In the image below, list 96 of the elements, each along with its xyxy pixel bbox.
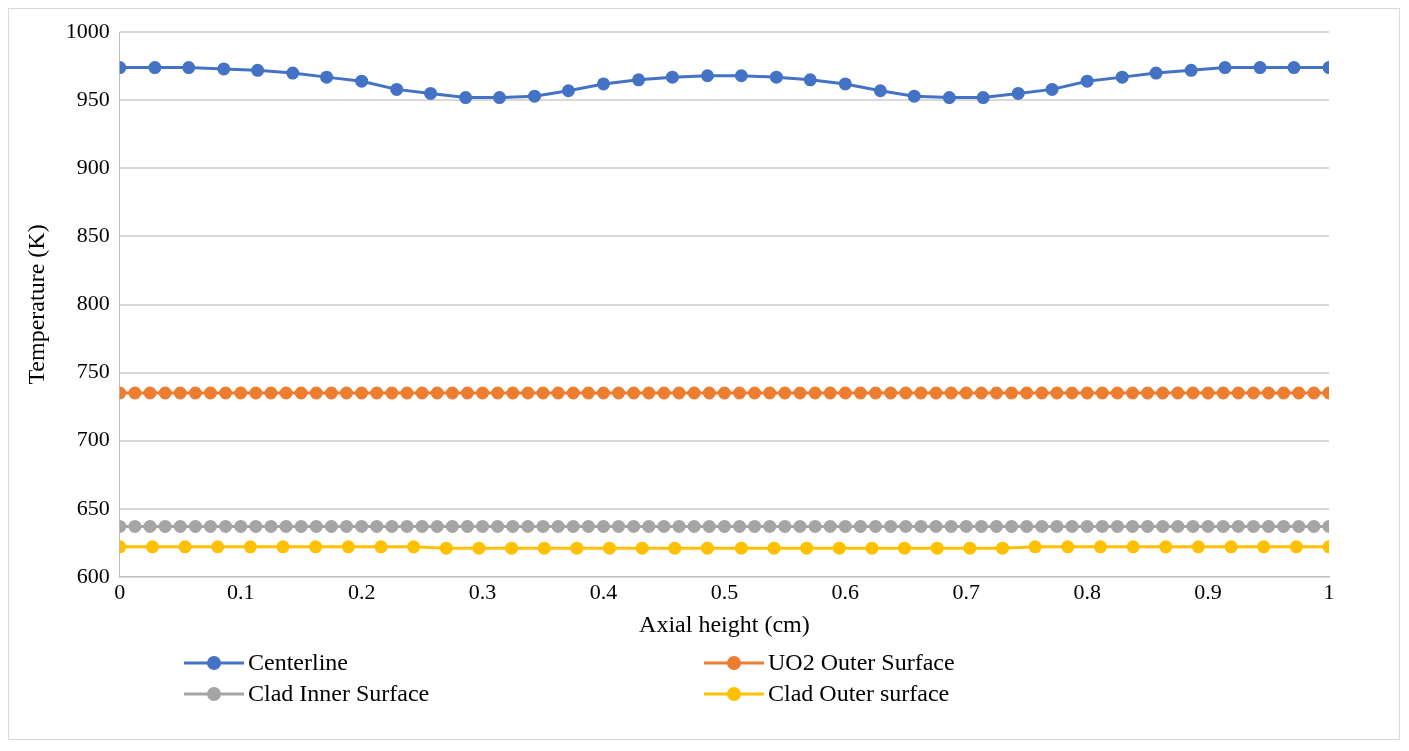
point <box>865 541 879 555</box>
x-tick-label: 0.4 <box>589 578 618 604</box>
point <box>1257 540 1271 554</box>
point <box>1184 63 1198 77</box>
point <box>898 541 912 555</box>
x-tick-label: 0.1 <box>226 578 255 604</box>
point <box>505 541 519 555</box>
point <box>1289 540 1303 554</box>
point <box>1253 61 1267 75</box>
point <box>1093 540 1107 554</box>
point <box>942 91 956 105</box>
point <box>665 70 679 84</box>
point <box>1028 540 1042 554</box>
point <box>963 541 977 555</box>
legend-label: UO2 Outer Surface <box>768 649 955 676</box>
y-axis-title: Temperature (K) <box>22 224 49 385</box>
point <box>734 69 748 83</box>
y-tick-label: 850 <box>76 222 110 248</box>
point <box>873 84 887 98</box>
legend-label: Centerline <box>248 649 348 676</box>
point <box>320 70 334 84</box>
point <box>211 540 225 554</box>
x-tick-label: 0.5 <box>710 578 739 604</box>
x-axis-title: Axial height (cm) <box>639 610 810 637</box>
point <box>1191 540 1205 554</box>
point <box>355 74 369 88</box>
point <box>407 540 421 554</box>
y-tick-label: 950 <box>76 86 110 112</box>
point <box>832 541 846 555</box>
point <box>217 62 231 76</box>
point <box>596 77 610 91</box>
point <box>632 73 646 87</box>
point <box>1287 61 1301 75</box>
point <box>838 77 852 91</box>
point <box>537 541 551 555</box>
point <box>1080 74 1094 88</box>
x-tick-label: 0.8 <box>1073 578 1101 604</box>
point <box>603 541 617 555</box>
point <box>148 61 162 75</box>
y-tick-label: 800 <box>76 290 110 316</box>
x-tick-label: 0.7 <box>952 578 980 604</box>
point <box>492 91 506 105</box>
point <box>374 540 388 554</box>
point <box>243 540 257 554</box>
point <box>390 82 404 96</box>
legend-label: Clad Outer surface <box>768 680 950 707</box>
point <box>800 541 814 555</box>
point <box>276 540 290 554</box>
point <box>528 89 542 103</box>
point <box>734 541 748 555</box>
point <box>251 63 265 77</box>
x-tick-label: 0 <box>114 578 126 604</box>
point <box>767 541 781 555</box>
point <box>700 541 714 555</box>
point <box>803 73 817 87</box>
point <box>769 70 783 84</box>
x-tick-label: 0.2 <box>347 578 376 604</box>
point <box>286 66 300 80</box>
point <box>1159 540 1173 554</box>
point <box>570 541 584 555</box>
point <box>635 541 649 555</box>
point <box>1218 61 1232 75</box>
y-tick-label: 650 <box>76 494 110 520</box>
point <box>439 541 453 555</box>
point <box>1011 86 1025 100</box>
point <box>424 86 438 100</box>
point <box>907 89 921 103</box>
point <box>930 541 944 555</box>
x-tick-label: 0.3 <box>468 578 497 604</box>
y-tick-label: 600 <box>76 562 110 588</box>
point <box>1149 66 1163 80</box>
y-tick-label: 900 <box>76 154 110 180</box>
x-tick-label: 1 <box>1323 578 1335 604</box>
point <box>459 91 473 105</box>
legend-label: Clad Inner Surface <box>248 680 430 707</box>
point <box>1061 540 1075 554</box>
point <box>1045 82 1059 96</box>
x-tick-label: 0.6 <box>831 578 860 604</box>
point <box>976 91 990 105</box>
x-tick-label: 0.9 <box>1194 578 1222 604</box>
point <box>1126 540 1140 554</box>
point <box>145 540 159 554</box>
y-tick-label: 700 <box>76 426 110 452</box>
point <box>668 541 682 555</box>
point <box>1224 540 1238 554</box>
point <box>178 540 192 554</box>
point <box>1115 70 1129 84</box>
point <box>561 84 575 98</box>
point <box>472 541 486 555</box>
point <box>341 540 355 554</box>
point <box>309 540 323 554</box>
point <box>700 69 714 83</box>
y-tick-label: 750 <box>76 358 110 384</box>
point <box>996 541 1010 555</box>
y-tick-label: 1000 <box>65 17 110 43</box>
point <box>182 61 196 75</box>
